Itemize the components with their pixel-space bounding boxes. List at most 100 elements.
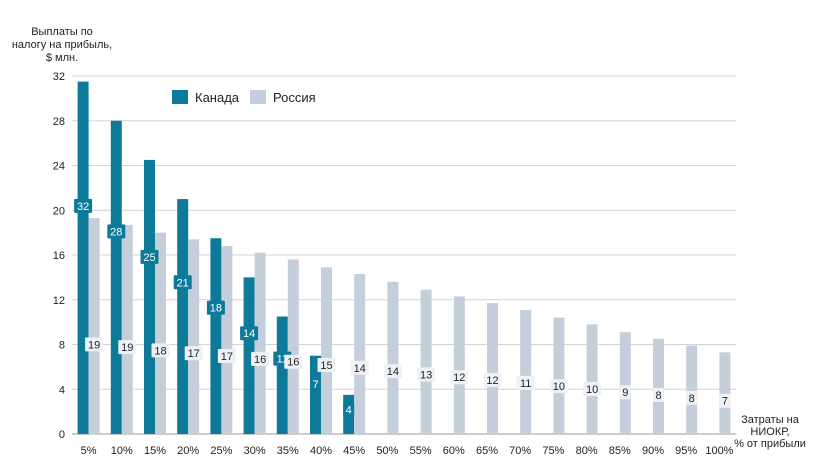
legend-swatch-0 xyxy=(172,90,188,104)
bar-russia-2 xyxy=(155,232,166,434)
x-tick-9: 50% xyxy=(376,445,398,457)
legend-swatch-1 xyxy=(250,90,266,104)
x-tick-11: 60% xyxy=(443,445,465,457)
data-label-box-1-7 xyxy=(317,357,336,372)
x-tick-8: 45% xyxy=(343,445,365,457)
data-label-box-1-19 xyxy=(719,393,731,408)
data-label-russia-3: 17 xyxy=(188,348,200,360)
bar-russia-1 xyxy=(121,224,133,434)
bar-russia-18 xyxy=(686,345,698,434)
bar-canada-6 xyxy=(276,316,288,434)
data-label-russia-14: 10 xyxy=(553,381,565,393)
data-label-russia-18: 8 xyxy=(689,393,695,405)
data-label-box-1-1 xyxy=(118,340,137,355)
x-tick-13: 70% xyxy=(509,445,531,457)
data-label-russia-9: 14 xyxy=(387,366,399,378)
x-tick-15: 80% xyxy=(576,445,598,457)
data-label-box-1-17 xyxy=(653,388,664,403)
data-label-canada-3: 21 xyxy=(177,277,189,289)
legend: Канада Россия xyxy=(172,90,316,105)
data-label-canada-0: 32 xyxy=(77,201,89,213)
bar-canada-3 xyxy=(177,199,189,434)
data-label-russia-13: 11 xyxy=(520,378,531,390)
x-axis-ticks: 5% 10% 15% 20% 25% 30% 35% 40% 45% 50% 55% 60% 65% 70… xyxy=(81,445,734,457)
bar-canada-5 xyxy=(243,277,255,434)
bar-russia-3 xyxy=(188,239,200,434)
x-tick-10: 55% xyxy=(410,445,432,457)
data-label-box-1-14 xyxy=(549,379,568,394)
x-tick-2: 15% xyxy=(144,445,166,457)
data-label-box-0-4 xyxy=(206,300,225,315)
bar-russia-12 xyxy=(487,303,498,434)
data-label-box-0-5 xyxy=(240,326,259,341)
bar-russia-0 xyxy=(88,218,100,434)
gridlines xyxy=(72,75,736,435)
data-label-canada-6: 11 xyxy=(277,354,288,366)
data-label-canada-1: 28 xyxy=(110,226,122,238)
data-label-box-1-8 xyxy=(350,360,369,375)
bar-canada-1 xyxy=(110,120,122,434)
bar-russia-7 xyxy=(321,267,332,434)
legend-label-0: Канада xyxy=(195,90,240,105)
bar-russia-17 xyxy=(653,338,664,434)
data-label-russia-6: 16 xyxy=(287,357,299,369)
bars xyxy=(77,81,731,434)
x-tick-12: 65% xyxy=(476,445,498,457)
data-label-box-1-15 xyxy=(583,381,602,396)
y-axis-label-line-0: Выплаты по xyxy=(31,26,93,38)
data-label-box-0-7 xyxy=(310,377,321,392)
x-axis-label-line-1: НИОКР, xyxy=(750,426,789,438)
y-tick-4: 4 xyxy=(59,384,65,396)
data-label-box-1-6 xyxy=(284,354,303,369)
data-label-russia-16: 9 xyxy=(622,387,628,399)
data-label-russia-17: 8 xyxy=(655,390,661,402)
y-tick-24: 24 xyxy=(53,161,65,173)
bar-russia-4 xyxy=(221,246,233,434)
data-label-russia-1: 19 xyxy=(121,342,133,354)
data-label-box-1-18 xyxy=(686,390,698,405)
y-tick-16: 16 xyxy=(53,250,65,262)
bar-russia-5 xyxy=(254,252,266,434)
data-label-russia-10: 13 xyxy=(420,369,432,381)
y-axis-label-line-1: налогу на прибыль, xyxy=(12,39,112,51)
data-label-box-1-13 xyxy=(516,375,535,390)
data-label-box-1-2 xyxy=(151,343,170,358)
bar-russia-19 xyxy=(719,352,731,434)
data-label-russia-0: 19 xyxy=(88,339,100,351)
y-axis-label-line-2: $ млн. xyxy=(46,52,78,64)
x-axis-label-line-0: Затраты на xyxy=(741,414,800,426)
y-tick-20: 20 xyxy=(53,205,65,217)
data-label-box-1-10 xyxy=(417,367,436,382)
bar-russia-9 xyxy=(387,281,399,434)
data-label-russia-2: 18 xyxy=(154,345,166,357)
bar-russia-16 xyxy=(619,332,631,434)
bar-russia-6 xyxy=(287,259,299,434)
bar-russia-8 xyxy=(354,274,366,434)
bar-canada-0 xyxy=(77,81,89,434)
data-label-canada-7: 7 xyxy=(312,379,318,391)
data-label-box-1-12 xyxy=(483,373,502,388)
data-label-box-0-0 xyxy=(74,198,93,213)
data-label-russia-11: 12 xyxy=(453,372,465,384)
data-label-box-1-3 xyxy=(184,346,203,361)
bar-canada-2 xyxy=(144,159,155,434)
x-tick-18: 95% xyxy=(675,445,697,457)
x-tick-16: 85% xyxy=(609,445,631,457)
x-tick-14: 75% xyxy=(542,445,564,457)
bar-russia-15 xyxy=(586,324,598,434)
data-label-russia-19: 7 xyxy=(722,396,728,408)
data-label-canada-8: 4 xyxy=(346,405,352,417)
data-label-russia-5: 16 xyxy=(254,354,266,366)
x-tick-0: 5% xyxy=(81,445,97,457)
x-tick-17: 90% xyxy=(642,445,664,457)
x-tick-19: 100% xyxy=(705,445,733,457)
bar-canada-7 xyxy=(310,355,321,434)
data-label-box-1-0 xyxy=(85,337,104,352)
data-label-box-1-5 xyxy=(251,351,270,366)
data-label-canada-5: 14 xyxy=(243,328,255,340)
bar-russia-11 xyxy=(453,296,465,434)
x-tick-3: 20% xyxy=(177,445,199,457)
